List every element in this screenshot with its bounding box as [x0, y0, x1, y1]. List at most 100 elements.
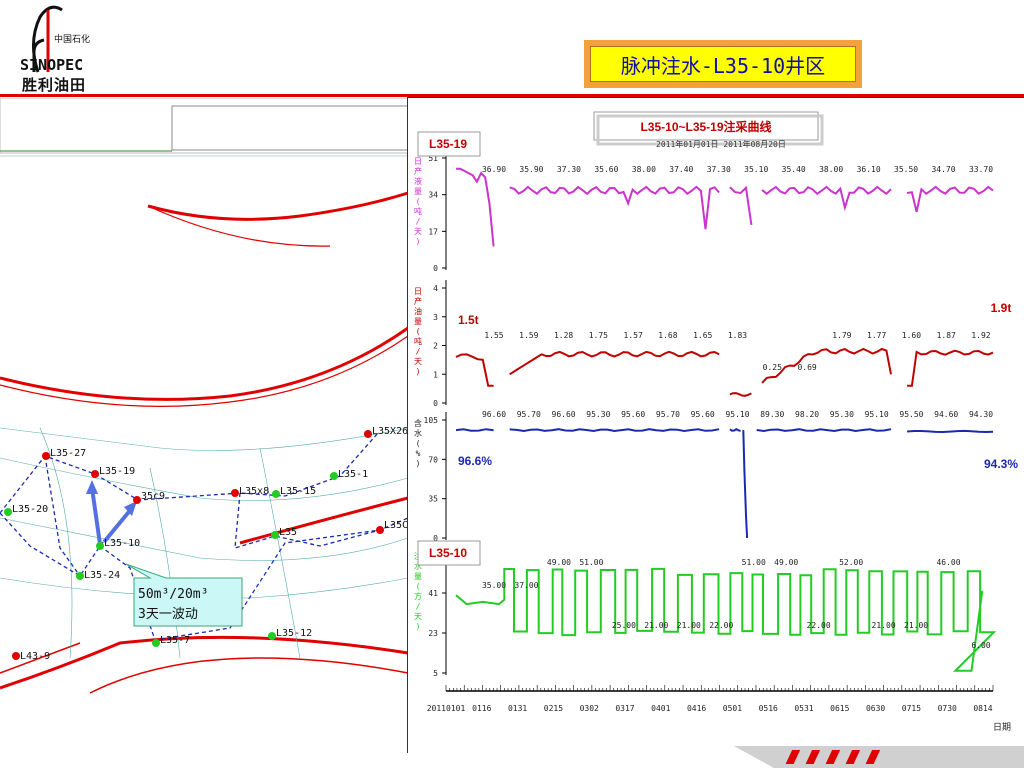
x-tick-label: 0401	[651, 704, 670, 713]
x-tick-label: 0531	[794, 704, 813, 713]
data-label: 38.00	[632, 165, 656, 174]
x-tick-label: 20110101	[427, 704, 466, 713]
series-line	[509, 185, 720, 230]
well-label: L35C	[384, 520, 408, 531]
data-label: 1.59	[519, 331, 538, 340]
data-label: 96.60	[482, 410, 506, 419]
well-l35-7	[152, 639, 160, 647]
y-axis-label-char: 水	[414, 428, 422, 438]
data-label: 1.55	[484, 331, 503, 340]
x-tick-label: 0131	[508, 704, 527, 713]
annotation-start: 96.6%	[458, 454, 492, 468]
y-axis-label-char: 量	[414, 187, 422, 196]
data-label: 25.00	[612, 621, 636, 630]
panel-4: 52341注水量(方/天)35.0037.0049.0051.0025.0021…	[414, 545, 997, 678]
callout-line2: 3天一波动	[138, 607, 198, 622]
y-tick-label: 4	[433, 284, 438, 293]
y-axis-label-char: 日	[414, 287, 422, 296]
series-line	[761, 185, 892, 212]
y-tick-label: 17	[428, 227, 438, 236]
data-label: 34.70	[931, 165, 955, 174]
data-label: 35.90	[519, 165, 543, 174]
series-line	[455, 353, 494, 387]
data-label: 98.20	[795, 410, 819, 419]
y-axis-label-char: /	[416, 602, 421, 611]
x-tick-label: 0630	[866, 704, 885, 713]
well-l35x8	[231, 489, 239, 497]
data-label: 95.70	[656, 410, 680, 419]
well-label: L35-12	[276, 628, 312, 639]
y-tick-label: 0	[433, 399, 438, 408]
y-axis-label-char: 天	[414, 612, 422, 621]
y-tick-label: 0	[433, 264, 438, 273]
y-axis-label-char: 含	[414, 418, 422, 428]
x-tick-label: 0302	[580, 704, 599, 713]
well-l35-27	[42, 452, 50, 460]
data-label: 1.65	[693, 331, 712, 340]
data-label: 36.90	[482, 165, 506, 174]
data-label: 37.30	[557, 165, 581, 174]
data-label: 52.00	[839, 558, 863, 567]
well-label: L35x8	[239, 486, 269, 497]
data-label: 94.30	[969, 410, 993, 419]
data-label: 1.28	[554, 331, 573, 340]
y-tick-label: 2	[433, 342, 438, 351]
callout-line1: 50m³/20m³	[138, 587, 208, 602]
well-label: L35X26	[372, 426, 408, 437]
y-axis-label-char: )	[416, 237, 421, 246]
y-axis-label-char: 吨	[414, 336, 422, 346]
well-tag: L35-10	[429, 546, 467, 560]
data-label: 95.30	[586, 410, 610, 419]
series-line	[906, 185, 994, 213]
well-label: L35-10	[104, 538, 140, 549]
y-tick-label: 51	[428, 154, 438, 163]
series-line	[729, 392, 752, 397]
y-axis-label-char: (	[416, 582, 421, 591]
data-label: 21.00	[872, 621, 896, 630]
data-label: 95.10	[865, 410, 889, 419]
well-tag-box	[417, 131, 481, 157]
y-axis-label-char: /	[416, 347, 421, 356]
data-label: 1.77	[867, 331, 886, 340]
data-label: 21.00	[644, 621, 668, 630]
data-label: 37.40	[669, 165, 693, 174]
well-label: L35-1	[338, 469, 368, 480]
y-axis-label-char: %	[416, 449, 421, 458]
annotation-end: 94.3%	[984, 457, 1018, 471]
data-label: 22.00	[709, 621, 733, 630]
well-l35-19	[91, 470, 99, 478]
y-axis-label-char: )	[416, 622, 421, 631]
y-tick-label: 3	[433, 313, 438, 322]
logo-company-name: 胜利油田	[22, 76, 87, 94]
well-label: L35-24	[84, 570, 120, 581]
data-label: 22.00	[807, 621, 831, 630]
series-line	[729, 185, 753, 226]
y-tick-label: 35	[428, 495, 438, 504]
y-axis-label-char: 产	[414, 166, 422, 176]
data-label: 1.57	[624, 331, 643, 340]
data-label: 1.83	[728, 331, 747, 340]
well-map: L35-27 L35-19 L35-20 35c9 L35x8 L35-15 L…	[0, 98, 410, 698]
data-label: 0.25	[763, 363, 782, 372]
series-line	[509, 350, 720, 376]
well-l43-9	[12, 652, 20, 660]
data-label: 37.30	[707, 165, 731, 174]
data-label: 36.10	[857, 165, 881, 174]
well-l35-15	[272, 490, 280, 498]
data-label: 1.75	[589, 331, 608, 340]
x-tick-label: 0814	[973, 704, 992, 713]
data-label: 21.00	[677, 621, 701, 630]
y-axis-label-char: 方	[414, 591, 422, 601]
data-label: 1.68	[658, 331, 677, 340]
x-tick-label: 0116	[472, 704, 491, 713]
data-label: 96.60	[552, 410, 576, 419]
y-axis-label-char: )	[416, 367, 421, 376]
data-label: 1.87	[937, 331, 956, 340]
y-tick-label: 0	[433, 534, 438, 543]
data-label: 6.00	[971, 641, 990, 650]
data-label: 89.30	[760, 410, 784, 419]
data-label: 1.60	[902, 331, 921, 340]
x-tick-label: 0416	[687, 704, 706, 713]
series-line	[455, 428, 494, 432]
